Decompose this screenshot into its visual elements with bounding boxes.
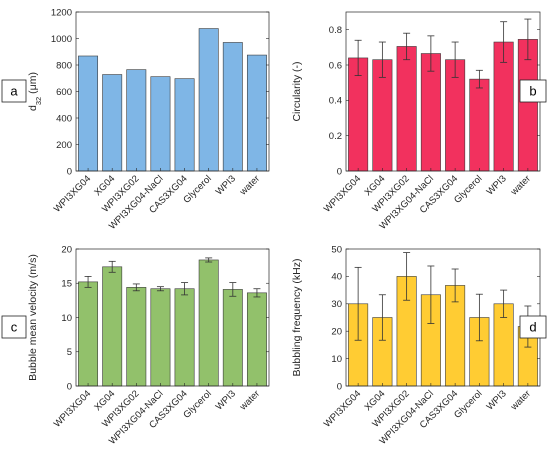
ytick-label: 0 <box>337 166 342 177</box>
errorbar-c-4 <box>181 282 189 296</box>
errorbar-d-0 <box>354 266 362 341</box>
ylabel-subscript: 32 <box>34 97 43 105</box>
ytick-label: 30 <box>331 299 342 310</box>
bar-c-2 <box>126 287 147 387</box>
ytick-label: 0.8 <box>329 25 342 36</box>
ytick-label: 0 <box>67 166 72 177</box>
ytick-label: 800 <box>56 60 72 71</box>
bar-c-4 <box>174 288 195 387</box>
ytick-label: 600 <box>56 87 72 98</box>
ylabel-a: d32 (μm) <box>27 72 43 111</box>
errorbar-c-3 <box>156 286 164 292</box>
errorbar-b-0 <box>354 39 362 76</box>
ytick-label: 0 <box>67 381 72 392</box>
errorbar-c-5 <box>205 257 213 263</box>
errorbar-d-4 <box>451 268 459 303</box>
ylabel-c: Bubble mean velocity (m/s) <box>27 254 39 381</box>
xtick-label: WPI3XG04 <box>322 173 363 214</box>
errorbar-d-1 <box>378 294 386 341</box>
bar-c-3 <box>150 288 171 387</box>
xtick-label: water <box>508 388 533 413</box>
bar-c-5 <box>198 259 219 387</box>
bar-a-0 <box>78 55 99 172</box>
bar-a-2 <box>126 69 147 172</box>
ytick-label: 40 <box>331 272 342 283</box>
errorbar-c-1 <box>108 260 116 273</box>
ylabel-b: Circularity (-) <box>291 61 303 121</box>
ylabel-d: Bubbling frequency (kHz) <box>291 259 303 377</box>
ytick-label: 1000 <box>51 34 72 45</box>
ytick-label: 1200 <box>51 7 72 18</box>
panel-label-box-a <box>1 79 27 103</box>
bar-a-7 <box>246 54 267 172</box>
xtick-label: water <box>237 173 262 198</box>
bar-a-6 <box>222 42 243 172</box>
xtick-label: WPI3XG04 <box>322 388 363 429</box>
ylabel-unit: (μm) <box>27 72 39 97</box>
errorbar-b-3 <box>427 35 435 72</box>
bar-a-4 <box>174 78 195 172</box>
errorbar-d-5 <box>475 293 483 342</box>
xtick-label: WPI3XG04 <box>52 173 93 214</box>
xtick-label: WPI3 <box>214 173 238 197</box>
ytick-label: 400 <box>56 113 72 124</box>
errorbar-c-2 <box>132 283 140 292</box>
bar-c-0 <box>78 281 99 387</box>
ytick-label: 0.6 <box>329 60 342 71</box>
ytick-label: 15 <box>61 279 72 290</box>
errorbar-d-6 <box>500 289 508 318</box>
xtick-label: WPI3XG04 <box>52 388 93 429</box>
xtick-label: water <box>508 173 533 198</box>
errorbar-d-3 <box>427 265 435 324</box>
panel-label-box-d <box>519 315 547 339</box>
ytick-label: 200 <box>56 140 72 151</box>
ytick-label: 20 <box>331 327 342 338</box>
errorbar-b-7 <box>524 18 532 61</box>
bar-c-1 <box>102 266 123 387</box>
errorbar-c-7 <box>253 288 261 298</box>
bar-a-1 <box>102 74 123 172</box>
ytick-label: 50 <box>331 244 342 255</box>
errorbar-d-2 <box>403 252 411 301</box>
panel-label-box-c <box>1 315 27 339</box>
panel-label-box-b <box>519 79 547 103</box>
bar-a-3 <box>150 76 171 172</box>
xtick-label: WPI3 <box>485 173 509 197</box>
ytick-label: 0.2 <box>329 131 342 142</box>
xtick-label: WPI3 <box>485 388 509 412</box>
panel-label-a: a <box>10 84 18 99</box>
bar-c-6 <box>222 289 243 387</box>
ytick-label: 0 <box>337 381 342 392</box>
bar-c-7 <box>246 292 267 387</box>
ytick-label: 0.4 <box>329 96 342 107</box>
errorbar-b-4 <box>451 41 459 78</box>
errorbar-c-6 <box>229 282 237 297</box>
errorbar-b-1 <box>378 41 386 78</box>
errorbar-b-2 <box>403 32 411 61</box>
errorbar-b-5 <box>475 69 483 89</box>
bar-b-2 <box>396 46 417 172</box>
xtick-label: WPI3 <box>214 388 238 412</box>
bar-a-5 <box>198 28 219 172</box>
ytick-label: 10 <box>331 354 342 365</box>
ytick-label: 20 <box>61 244 72 255</box>
panel-label-c: c <box>11 320 18 335</box>
panel-label-d: d <box>529 320 536 335</box>
errorbar-b-6 <box>500 21 508 63</box>
ytick-label: 10 <box>61 313 72 324</box>
xtick-label: water <box>237 388 262 413</box>
errorbar-c-0 <box>84 275 92 288</box>
ytick-label: 5 <box>67 347 72 358</box>
bar-b-5 <box>469 78 490 172</box>
panel-label-b: b <box>529 84 536 99</box>
